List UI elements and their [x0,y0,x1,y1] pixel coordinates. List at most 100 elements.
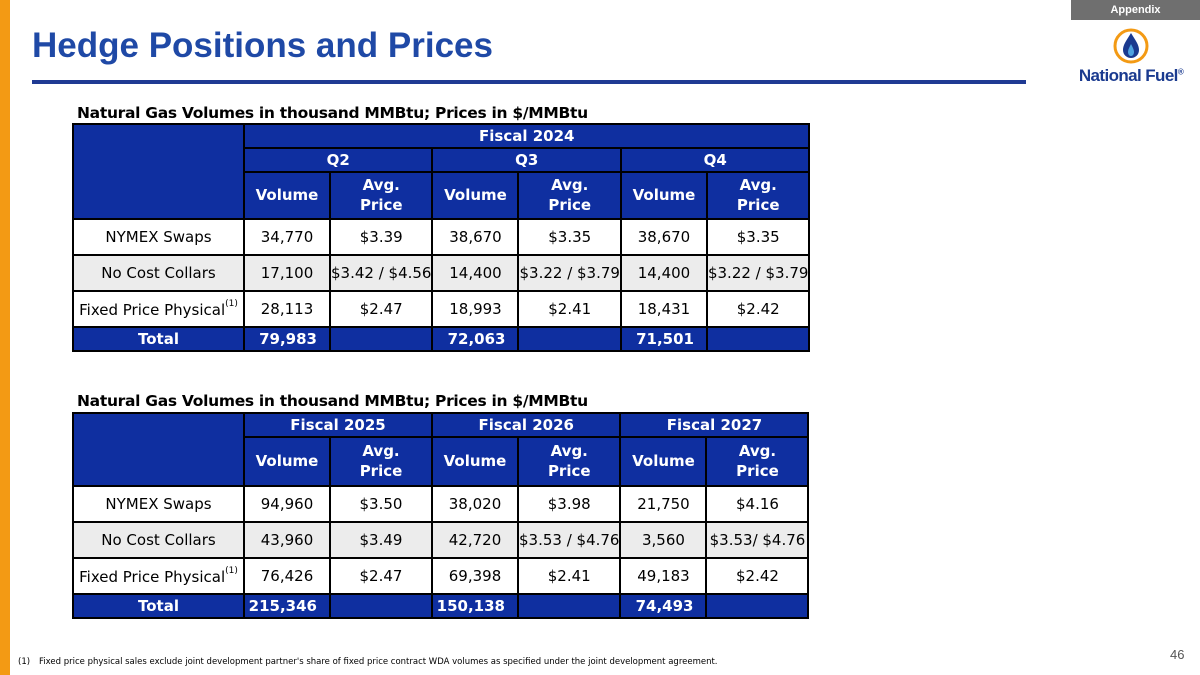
total-volume-cell: 150,138 [431,593,519,619]
total-volume-cell: 72,063 [431,326,520,352]
flame-logo-icon [1113,28,1149,64]
hedge-table-fiscal-2024: Fiscal 2024 Q2 Q3 Q4 Volume Avg. Price Vo… [72,123,811,352]
national-fuel-logo: National Fuel® [1072,26,1190,90]
total-empty-cell [329,593,433,619]
volume-cell: 38,020 [431,485,519,523]
table-row: No Cost Collars 17,100 $3.42 / $4.56 14,… [72,254,811,292]
volume-cell: 49,183 [619,557,708,595]
table2-corner-cell [72,412,245,487]
table1-caption: Natural Gas Volumes in thousand MMBtu; P… [77,104,588,122]
price-cell: $2.42 [705,290,811,328]
volume-cell: 18,993 [431,290,520,328]
price-cell: $3.98 [516,485,622,523]
volume-cell: 38,670 [619,218,708,256]
hedge-table-fiscal-2025-2027: Fiscal 2025 Fiscal 2026 Fiscal 2027 Volu… [72,412,810,619]
volume-col-header: Volume [431,171,520,220]
row-label: No Cost Collars [72,521,245,559]
volume-col-header: Volume [431,436,519,487]
group-header: Q3 [431,147,622,173]
total-label: Total [72,593,245,619]
total-volume-cell: 79,983 [243,326,331,352]
price-cell: $3.49 [329,521,433,559]
volume-cell: 94,960 [243,485,331,523]
table-row: NYMEX Swaps 34,770 $3.39 38,670 $3.35 38… [72,218,811,256]
avg-price-col-header: Avg. Price [705,436,810,487]
table-row: Fixed Price Physical(1) 76,426 $2.47 69,… [72,557,810,595]
avg-price-col-header: Avg. Price [329,436,433,487]
total-volume-cell: 215,346 [243,593,331,619]
volume-cell: 38,670 [431,218,520,256]
avg-price-col-header: Avg. Price [517,171,622,220]
price-cell: $2.47 [328,290,434,328]
page-number: 46 [1170,647,1185,662]
avg-price-col-header: Avg. Price [516,436,622,487]
total-empty-cell [705,593,810,619]
price-cell: $3.22 / $3.79 [705,254,811,292]
price-cell: $3.53 / $4.76 [516,521,622,559]
footnote-number: (1) [18,657,31,667]
volume-col-header: Volume [243,436,331,487]
table1-corner-cell [72,123,245,220]
row-label: NYMEX Swaps [72,485,245,523]
price-cell: $3.35 [517,218,622,256]
total-empty-cell [516,593,622,619]
row-label: Fixed Price Physical(1) [72,290,245,328]
volume-col-header: Volume [619,436,708,487]
volume-cell: 69,398 [431,557,519,595]
price-cell: $3.42 / $4.56 [328,254,434,292]
price-cell: $2.42 [705,557,810,595]
volume-cell: 28,113 [243,290,331,328]
total-row: Total 215,346 150,138 74,493 [72,593,810,619]
price-cell: $2.41 [516,557,622,595]
total-volume-cell: 74,493 [619,593,708,619]
left-accent-bar [0,0,10,675]
price-cell: $2.41 [517,290,622,328]
price-cell: $3.53/ $4.76 [705,521,810,559]
group-header: Q4 [619,147,811,173]
price-cell: $3.50 [329,485,433,523]
total-volume-cell: 71,501 [619,326,708,352]
volume-cell: 43,960 [243,521,331,559]
total-empty-cell [328,326,434,352]
footnote-marker: (1) [225,566,238,576]
title-divider [32,80,1026,84]
row-label: No Cost Collars [72,254,245,292]
total-empty-cell [705,326,811,352]
appendix-tab: Appendix [1071,0,1200,20]
group-header: Q2 [242,147,434,173]
avg-price-col-header: Avg. Price [328,171,434,220]
total-label: Total [72,326,245,352]
volume-cell: 42,720 [431,521,519,559]
page-title: Hedge Positions and Prices [32,26,493,65]
footnote-marker: (1) [225,299,238,309]
price-cell: $3.35 [705,218,811,256]
group-header: Fiscal 2026 [430,412,622,438]
volume-cell: 34,770 [243,218,331,256]
row-label: Fixed Price Physical(1) [72,557,245,595]
table-row: NYMEX Swaps 94,960 $3.50 38,020 $3.98 21… [72,485,810,523]
price-cell: $3.22 / $3.79 [517,254,622,292]
fiscal-2024-header: Fiscal 2024 [242,123,811,149]
group-header: Fiscal 2027 [619,412,810,438]
logo-wordmark: National Fuel® [1078,66,1184,85]
price-cell: $4.16 [705,485,810,523]
price-cell: $3.39 [328,218,434,256]
volume-cell: 14,400 [619,254,708,292]
row-label: NYMEX Swaps [72,218,245,256]
group-header: Fiscal 2025 [243,412,433,438]
table2-caption: Natural Gas Volumes in thousand MMBtu; P… [77,392,588,410]
total-empty-cell [517,326,622,352]
footnote-text: Fixed price physical sales exclude joint… [39,657,718,667]
volume-cell: 76,426 [243,557,331,595]
volume-cell: 3,560 [619,521,708,559]
avg-price-col-header: Avg. Price [705,171,811,220]
volume-cell: 21,750 [619,485,708,523]
footnote: (1) Fixed price physical sales exclude jo… [18,657,718,667]
volume-col-header: Volume [243,171,331,220]
volume-cell: 14,400 [431,254,520,292]
volume-cell: 17,100 [243,254,331,292]
volume-cell: 18,431 [619,290,708,328]
table-row: Fixed Price Physical(1) 28,113 $2.47 18,… [72,290,811,328]
table-row: No Cost Collars 43,960 $3.49 42,720 $3.5… [72,521,810,559]
volume-col-header: Volume [619,171,708,220]
